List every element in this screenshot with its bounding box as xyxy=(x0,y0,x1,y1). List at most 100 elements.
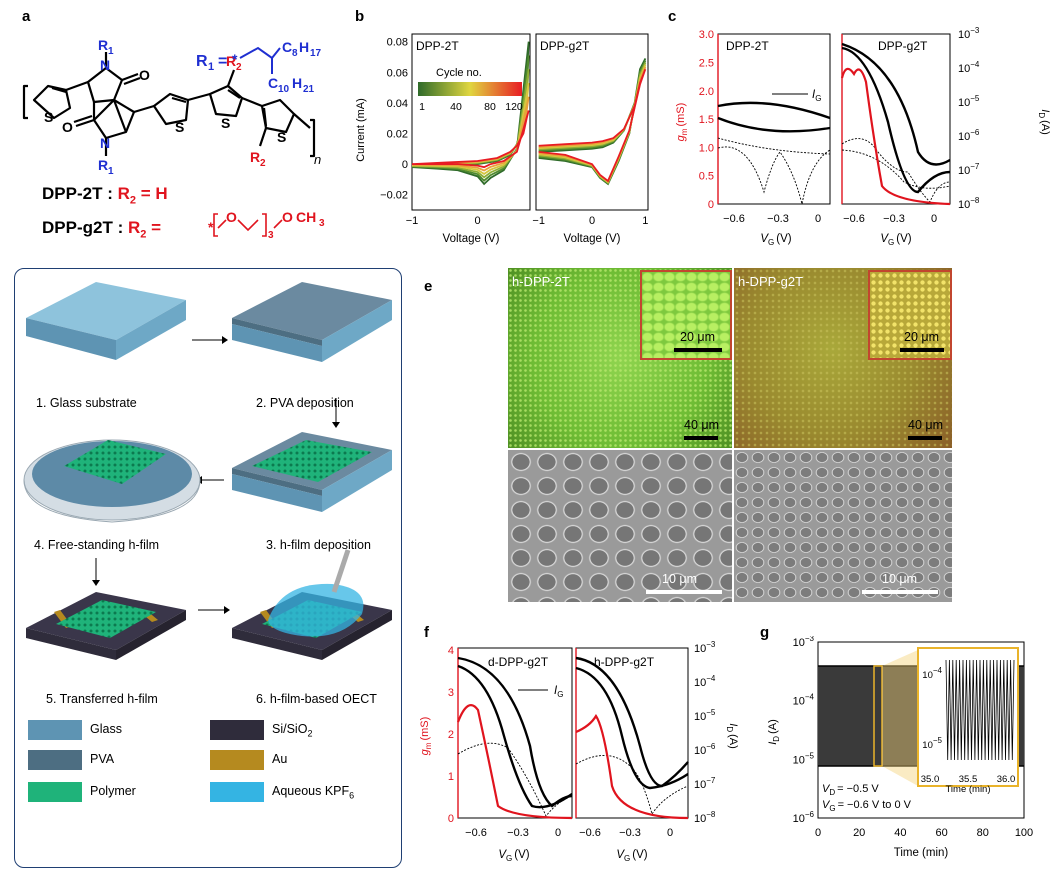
svg-text:gm(mS): gm(mS) xyxy=(675,103,689,142)
main-scale-2t: 40 μm xyxy=(684,418,719,432)
c-ytick-right: 10−4 xyxy=(958,60,980,75)
gm-curve xyxy=(456,704,573,820)
svg-text:O: O xyxy=(139,67,150,83)
ig-curve xyxy=(841,149,951,189)
step-5-caption: 5. Transferred h-film xyxy=(46,692,158,706)
f-ytick-left: 4 xyxy=(448,645,454,657)
b-title-left: DPP-2T xyxy=(416,39,459,53)
sem-scalebar-g2t xyxy=(862,590,938,594)
f-ytick-right: 10−5 xyxy=(694,708,716,723)
f-ytick-left: 0 xyxy=(448,813,454,825)
svg-text:C: C xyxy=(268,75,278,91)
svg-text:1: 1 xyxy=(108,46,114,57)
g-inset-xtick: 35.0 xyxy=(921,774,940,785)
c-ytick-left: 1.5 xyxy=(699,114,714,126)
svg-text:H: H xyxy=(292,75,302,91)
f-xtick: −0.6 xyxy=(579,827,601,839)
c-ytick-right: 10−8 xyxy=(958,196,980,211)
svg-text:N: N xyxy=(100,135,110,151)
inset-scalebar-2t xyxy=(674,348,722,352)
g-inset-xtick: 35.5 xyxy=(959,774,978,785)
c-xtick: 0 xyxy=(931,213,937,225)
svg-text:40: 40 xyxy=(450,101,462,113)
dpp-2t-label: DPP-2T : R2 = H xyxy=(42,184,168,207)
svg-text:VG(V): VG (V) xyxy=(498,849,529,863)
svg-text:H: H xyxy=(299,39,309,55)
b-ytick: 0.08 xyxy=(387,37,408,49)
c-xtick: 0 xyxy=(815,213,821,225)
c-ytick-left: 0 xyxy=(708,199,714,211)
glycol-sidechain: * O 3 O CH 3 xyxy=(208,209,325,241)
step-6-caption: 6. h-film-based OECT xyxy=(256,692,377,706)
f-xtick: −0.6 xyxy=(465,827,487,839)
c-ytick-left: 1.0 xyxy=(699,142,714,154)
legend-swatch-au xyxy=(210,750,264,770)
panel-label-b: b xyxy=(355,8,365,25)
id-curve xyxy=(457,656,573,808)
inset-h-dpp-2t xyxy=(640,270,732,360)
cycle-colorbar xyxy=(418,82,522,96)
svg-text:O: O xyxy=(226,209,237,225)
svg-text:=: = xyxy=(218,53,227,70)
svg-text:ID(A): ID(A) xyxy=(1037,109,1051,135)
legend-label-polymer: Polymer xyxy=(90,784,136,798)
id-curve xyxy=(841,42,951,166)
g-xtick: 0 xyxy=(815,827,821,839)
legend-swatch-si xyxy=(210,720,264,740)
id-curve xyxy=(841,46,951,194)
c-xtick: −0.6 xyxy=(723,213,745,225)
legend-label-kpf6: Aqueous KPF6 xyxy=(272,784,355,801)
ig-curve xyxy=(717,146,831,205)
svg-text:R: R xyxy=(226,53,236,69)
id-curve xyxy=(717,116,831,133)
main-scale-g2t: 40 μm xyxy=(908,418,943,432)
svg-text:80: 80 xyxy=(484,101,496,113)
g-ytick: 10−3 xyxy=(793,636,815,649)
svg-text:d-DPP-g2T: d-DPP-g2T xyxy=(488,655,549,669)
b-xtick-right: −1 xyxy=(532,215,545,227)
svg-text:VG(V): VG (V) xyxy=(760,233,791,247)
svg-text:*: * xyxy=(232,51,238,67)
svg-text:gm(mS): gm(mS) xyxy=(419,717,433,756)
b-ytick: 0 xyxy=(402,159,408,171)
gm-curve xyxy=(575,713,689,820)
ig-curve xyxy=(457,742,573,817)
g-xtick: 40 xyxy=(894,827,906,839)
svg-text:VG(V): VG (V) xyxy=(880,233,911,247)
legend-label-si: Si/SiO2 xyxy=(272,722,313,739)
legend-label-pva: PVA xyxy=(90,752,115,766)
svg-text:2: 2 xyxy=(260,158,266,169)
svg-text:R: R xyxy=(98,157,108,173)
svg-text:n: n xyxy=(314,152,321,167)
svg-text:ID(A): ID(A) xyxy=(725,723,739,749)
b-title-right: DPP-g2T xyxy=(540,39,590,53)
c-xtick: −0.3 xyxy=(767,213,789,225)
b-ytick: 0.04 xyxy=(387,98,408,110)
svg-text:O: O xyxy=(282,209,293,225)
svg-text:ID(A): ID(A) xyxy=(767,719,781,745)
main-scalebar-g2t xyxy=(908,436,942,440)
sem-image-h-dpp-2t: 10 μm xyxy=(508,450,732,602)
svg-text:1: 1 xyxy=(208,61,214,73)
svg-text:S: S xyxy=(44,109,53,125)
svg-text:O: O xyxy=(62,119,73,135)
g-ytick: 10−5 xyxy=(793,751,815,766)
step-2-caption: 2. PVA deposition xyxy=(256,396,354,410)
panel-label-g: g xyxy=(760,624,770,641)
label-h-dpp-2t: h-DPP-2T xyxy=(512,274,570,289)
c-ytick-right: 10−7 xyxy=(958,162,980,177)
g-xtick: 100 xyxy=(1015,827,1033,839)
b-xtick-right: 0 xyxy=(589,215,595,227)
transfer-chart-c: DPP-2T DPP-g2T 0 0.5 1.0 1.5 2.0 2.5 3.0 10−8 1… xyxy=(675,26,1051,247)
label-h-dpp-g2t: h-DPP-g2T xyxy=(738,274,804,289)
id-curve xyxy=(457,664,573,809)
f-ytick-left: 2 xyxy=(448,729,454,741)
svg-text:DPP-g2T: DPP-g2T xyxy=(878,39,928,53)
svg-text:3: 3 xyxy=(319,218,325,229)
id-curve xyxy=(717,101,831,120)
sem-image-h-dpp-g2t: 10 μm xyxy=(734,450,952,602)
f-xtick: 0 xyxy=(667,827,673,839)
transfer-chart-f: d-DPP-g2T h-DPP-g2T 0 1 2 3 4 10−8 10−7 10−6 10… xyxy=(419,640,739,863)
chemical-structure: S S S S O O N N R 1 R 1 R 2 R 2 n R 1 = … xyxy=(22,37,322,177)
inset-scalebar-g2t xyxy=(900,348,944,352)
